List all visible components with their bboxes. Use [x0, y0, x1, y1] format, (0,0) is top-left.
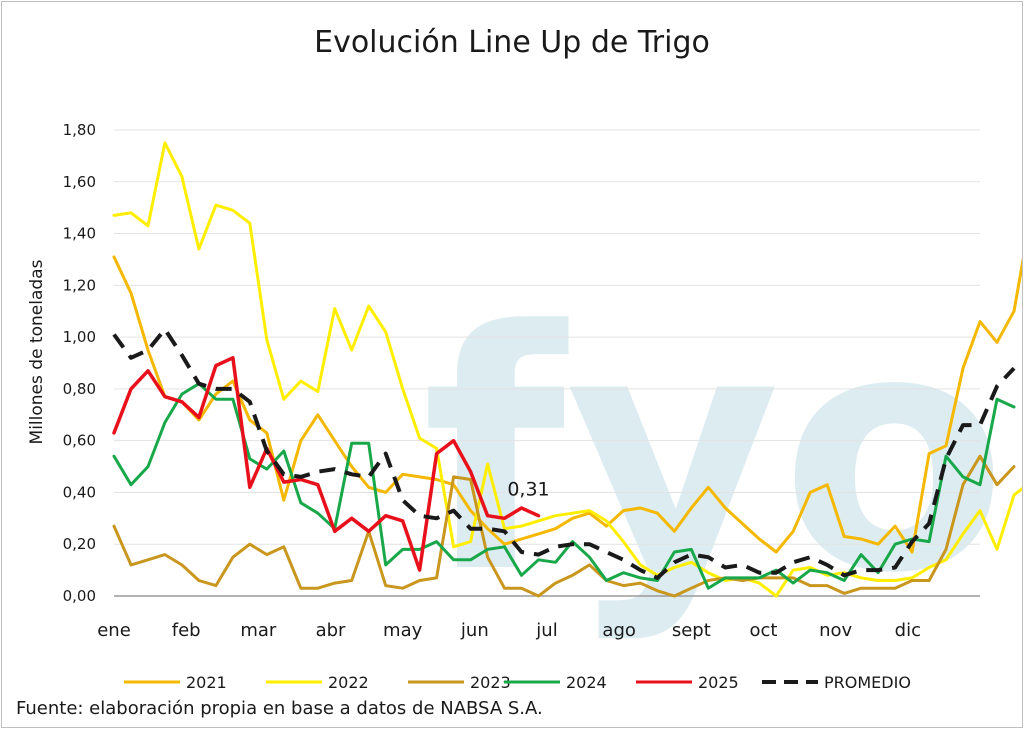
- x-tick-label: sept: [672, 620, 711, 641]
- y-tick-label: 1,80: [63, 121, 96, 139]
- legend-label-2023: 2023: [470, 673, 511, 692]
- legend-label-promedio: PROMEDIO: [824, 673, 911, 692]
- y-tick-label: 0,60: [63, 432, 96, 450]
- series-line-2023: [112, 454, 1016, 598]
- y-tick-label: 1,00: [63, 328, 96, 346]
- last-value-annotation: 0,31: [507, 479, 549, 501]
- legend: 2021 2022 2023 2024 2025 PROMEDIO: [124, 673, 911, 692]
- y-tick-label: 0,40: [63, 483, 96, 501]
- source-note: Fuente: elaboración propia en base a dat…: [16, 698, 543, 719]
- legend-label-2021: 2021: [186, 673, 227, 692]
- x-tick-label: ago: [602, 620, 635, 641]
- x-tick-label: mar: [240, 620, 277, 641]
- series-line-2025: [112, 356, 541, 572]
- y-axis-label: Millones de toneladas: [27, 259, 47, 444]
- x-tick-label: may: [383, 620, 423, 641]
- x-tick-label: ene: [97, 620, 131, 641]
- x-tick-label: feb: [172, 620, 201, 641]
- series-line-2024: [112, 382, 1016, 590]
- x-tick-label: jun: [460, 620, 489, 641]
- y-tick-label: 1,20: [63, 276, 96, 294]
- series-line-2022: [112, 141, 1022, 598]
- x-tick-label: dic: [895, 620, 921, 641]
- legend-label-2022: 2022: [328, 673, 369, 692]
- legend-label-2025: 2025: [698, 673, 739, 692]
- gridlines: [114, 129, 980, 545]
- series-line-2021: [112, 255, 1022, 554]
- y-tick-label: 0,80: [63, 380, 96, 398]
- y-tick-label: 1,40: [63, 225, 96, 243]
- y-tick-label: 0,00: [63, 587, 96, 605]
- y-tick-label: 0,20: [63, 535, 96, 553]
- x-tick-label: oct: [750, 620, 778, 641]
- legend-label-2024: 2024: [566, 673, 607, 692]
- x-axis-month-labels: ene feb mar abr may jun jul ago sept oct nov dic: [97, 620, 921, 641]
- x-tick-label: jul: [535, 620, 557, 641]
- series-line-promedio: [112, 327, 1016, 580]
- y-axis-ticks: 0,00 0,20 0,40 0,60 0,80 1,00 1,20 1,40 1,60 1,80: [63, 121, 96, 605]
- x-tick-label: nov: [819, 620, 852, 641]
- series-lines: [112, 141, 1022, 598]
- y-tick-label: 1,60: [63, 173, 96, 191]
- chart-title: Evolución Line Up de Trigo: [314, 25, 710, 60]
- x-tick-label: abr: [316, 620, 346, 641]
